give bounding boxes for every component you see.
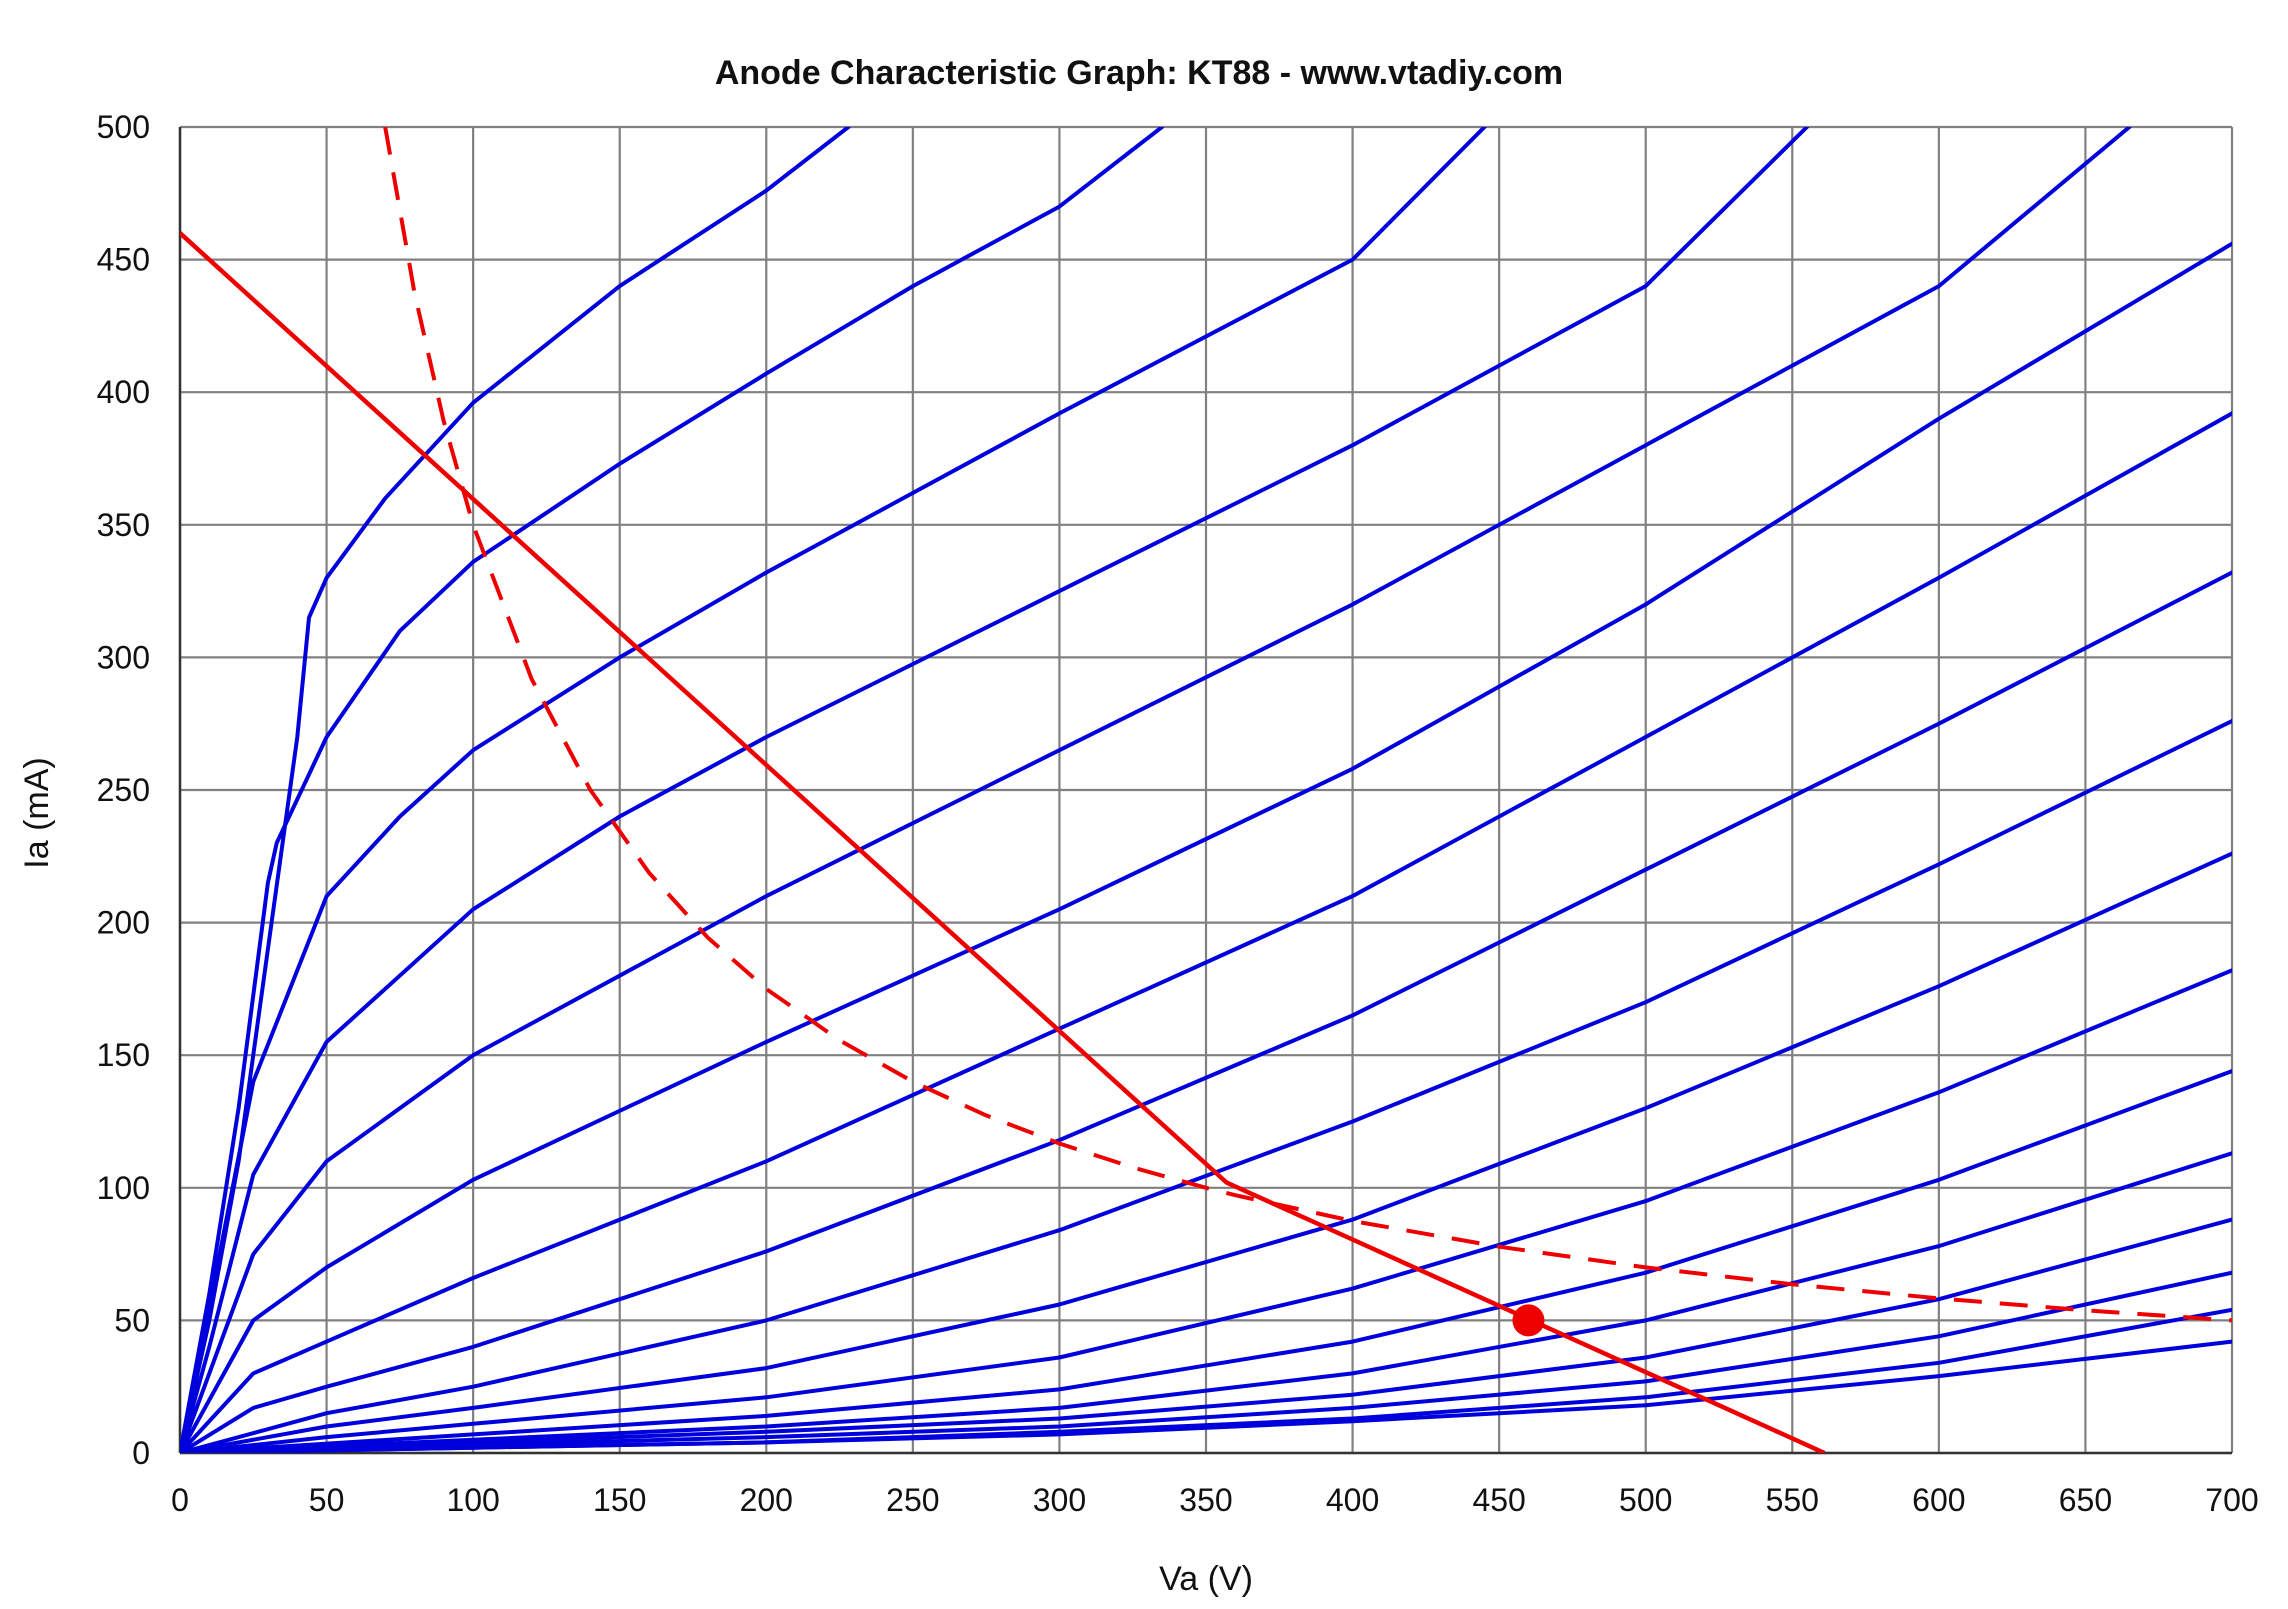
y-tick-label: 150 (97, 1037, 150, 1073)
y-tick-label: 450 (97, 242, 150, 278)
x-tick-label: 150 (593, 1482, 646, 1518)
x-tick-label: 50 (309, 1482, 345, 1518)
chart-title: Anode Characteristic Graph: KT88 - www.v… (715, 54, 1563, 92)
plate-curve-5 (180, 127, 2132, 1453)
plate-curve-6 (180, 241, 2232, 1453)
x-tick-label: 250 (886, 1482, 939, 1518)
plate-curve-17 (180, 1339, 2232, 1453)
x-tick-label: 0 (171, 1482, 189, 1518)
x-tick-label: 600 (1912, 1482, 1965, 1518)
plate-curve-9 (180, 719, 2232, 1453)
plate-curve-2 (180, 127, 1164, 1453)
x-axis-title: Va (V) (1159, 1560, 1253, 1598)
x-tick-label: 550 (1766, 1482, 1819, 1518)
y-tick-label: 350 (97, 507, 150, 543)
y-axis-title: Ia (mA) (18, 757, 56, 868)
grid (178, 125, 2234, 1455)
plate-curve-11 (180, 968, 2232, 1453)
y-tick-label: 300 (97, 639, 150, 675)
y-tick-label: 200 (97, 905, 150, 941)
y-tick-label: 0 (132, 1435, 150, 1471)
max-dissipation-curve (383, 127, 2232, 1323)
y-tick-label: 50 (114, 1302, 150, 1338)
x-tick-label: 300 (1033, 1482, 1086, 1518)
x-tick-label: 200 (740, 1482, 793, 1518)
tick-labels: 0 50 100 150 200 250 300 350 400 450 500 550 600 650 7… (97, 109, 2259, 1518)
x-tick-label: 650 (2059, 1482, 2112, 1518)
load-line (180, 231, 1826, 1453)
y-tick-label: 400 (97, 374, 150, 410)
plate-curve-4 (180, 127, 1809, 1453)
plate-curve-12 (180, 1069, 2232, 1453)
plate-curve-3 (180, 127, 1487, 1453)
y-tick-label: 100 (97, 1170, 150, 1206)
plate-curve-8 (180, 570, 2232, 1453)
x-tick-label: 700 (2205, 1482, 2258, 1518)
plate-curve-14 (180, 1217, 2232, 1453)
plate-curve-7 (180, 411, 2232, 1453)
plate-curves (180, 127, 2232, 1453)
plate-curve-15 (180, 1270, 2232, 1453)
x-tick-label: 450 (1472, 1482, 1525, 1518)
x-tick-label: 400 (1326, 1482, 1379, 1518)
x-tick-label: 350 (1179, 1482, 1232, 1518)
x-tick-label: 100 (446, 1482, 499, 1518)
y-tick-label: 500 (97, 109, 150, 145)
y-tick-label: 250 (97, 772, 150, 808)
operating-point[interactable] (1512, 1304, 1545, 1337)
plate-curve-13 (180, 1151, 2232, 1453)
x-tick-label: 500 (1619, 1482, 1672, 1518)
plate-curve-10 (180, 851, 2232, 1453)
load-lines (180, 127, 2232, 1453)
